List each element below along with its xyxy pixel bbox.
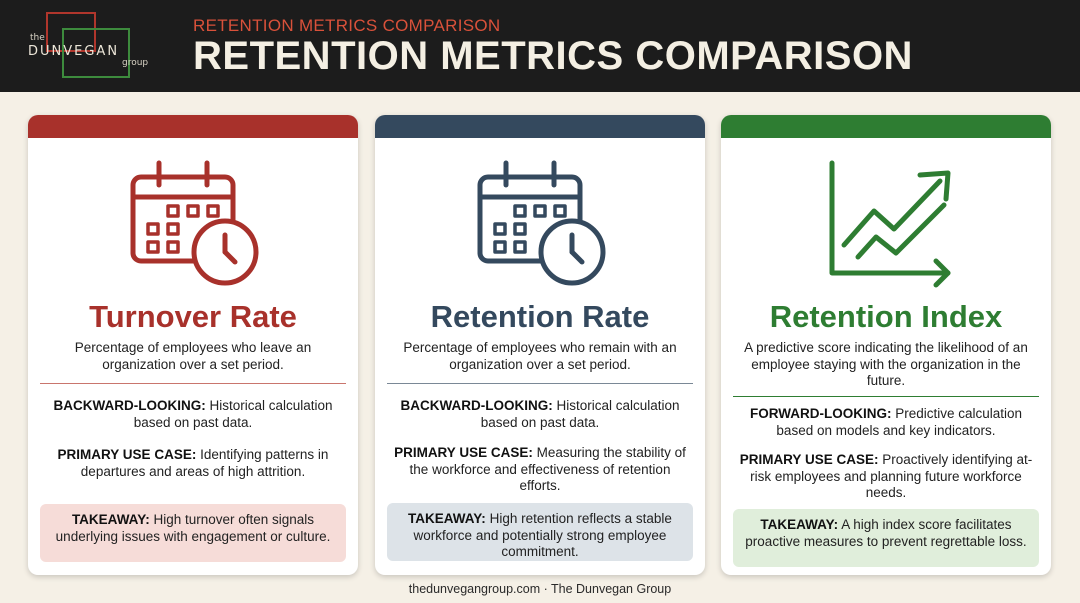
takeaway-label: TAKEAWAY: <box>71 512 150 527</box>
orientation-text: BACKWARD-LOOKING: Historical calculation… <box>393 398 687 431</box>
use-case-text: PRIMARY USE CASE: Identifying patterns i… <box>46 447 340 480</box>
page-title: RETENTION METRICS COMPARISON <box>193 34 913 78</box>
use-case-label: PRIMARY USE CASE: <box>57 447 197 462</box>
use-case-body: Identifying patterns in departures and a… <box>80 447 329 479</box>
orientation-body: Predictive calculation based on models a… <box>776 406 1023 438</box>
takeaway-box: TAKEAWAY: High turnover often signals un… <box>40 504 346 562</box>
orientation-body: Historical calculation based on past dat… <box>133 398 333 430</box>
card-description: Percentage of employees who remain with … <box>403 340 677 372</box>
divider <box>40 383 346 384</box>
logo-green-square <box>62 28 130 78</box>
takeaway-label: TAKEAWAY: <box>760 517 839 532</box>
divider <box>387 383 693 384</box>
logo-red-square <box>46 12 96 52</box>
takeaway-body: A high index score facilitates proactive… <box>745 517 1027 549</box>
orientation-body: Historical calculation based on past dat… <box>480 398 680 430</box>
card-turnover-rate: Turnover Rate Percentage of employees wh… <box>28 115 358 575</box>
takeaway-body: High retention reflects a stable workfor… <box>413 511 672 559</box>
use-case-label: PRIMARY USE CASE: <box>394 445 533 460</box>
takeaway-label: TAKEAWAY: <box>408 511 486 526</box>
card-description: A predictive score indicating the likeli… <box>744 340 1028 388</box>
orientation-label: BACKWARD-LOOKING: <box>400 398 553 413</box>
use-case-body: Measuring the stability of the workforce… <box>409 445 686 493</box>
card-title: Retention Rate <box>430 299 650 334</box>
header-kicker: RETENTION METRICS COMPARISON <box>193 16 501 35</box>
takeaway-box: TAKEAWAY: A high index score facilitates… <box>733 509 1039 567</box>
footer-credit: thedunvegangroup.com · The Dunvegan Grou… <box>408 582 672 596</box>
dunvegan-logo: the DUNVEGAN group <box>24 10 164 82</box>
use-case-text: PRIMARY USE CASE: Proactively identifyin… <box>739 452 1033 502</box>
orientation-text: FORWARD-LOOKING: Predictive calculation … <box>739 406 1033 439</box>
use-case-text: PRIMARY USE CASE: Measuring the stabilit… <box>393 445 687 495</box>
logo-group: group <box>122 58 149 68</box>
takeaway-body: High turnover often signals underlying i… <box>55 512 331 544</box>
card-top-bar <box>375 115 705 138</box>
calendar-clock-icon <box>375 155 705 295</box>
orientation-text: BACKWARD-LOOKING: Historical calculation… <box>46 398 340 431</box>
takeaway-box: TAKEAWAY: High retention reflects a stab… <box>387 503 693 561</box>
card-top-bar <box>721 115 1051 138</box>
calendar-clock-icon <box>28 155 358 295</box>
card-top-bar <box>28 115 358 138</box>
orientation-label: BACKWARD-LOOKING: <box>53 398 206 413</box>
logo-the: the <box>30 33 45 43</box>
logo-name: DUNVEGAN <box>28 44 120 59</box>
card-title: Turnover Rate <box>89 299 297 334</box>
card-description: Percentage of employees who leave an org… <box>74 340 312 372</box>
card-retention-index: Retention Index A predictive score indic… <box>721 115 1051 575</box>
card-retention-rate: Retention Rate Percentage of employees w… <box>375 115 705 575</box>
use-case-body: Proactively identifying at-risk employee… <box>750 452 1033 500</box>
card-title: Retention Index <box>769 299 1003 334</box>
header-banner: the DUNVEGAN group RETENTION METRICS COM… <box>0 0 1080 92</box>
use-case-label: PRIMARY USE CASE: <box>739 452 879 467</box>
orientation-label: FORWARD-LOOKING: <box>749 406 892 421</box>
divider <box>733 396 1039 397</box>
trend-up-chart-icon <box>721 155 1051 295</box>
